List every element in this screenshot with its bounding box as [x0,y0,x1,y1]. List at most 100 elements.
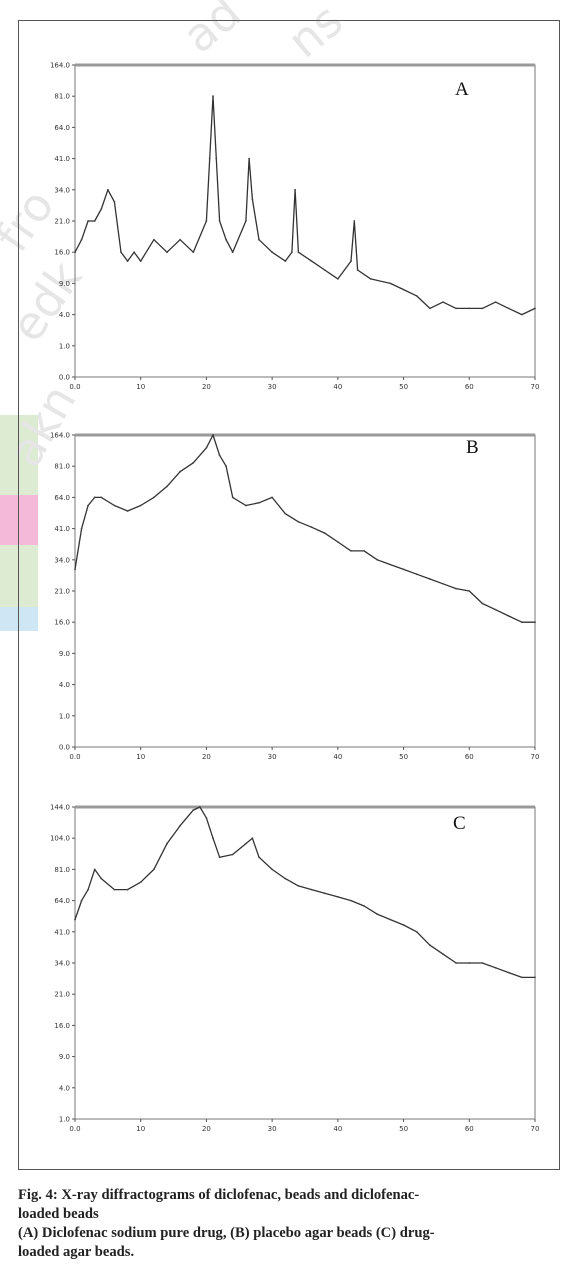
y-tick-label: 9.0 [59,650,70,658]
data-point [284,877,287,880]
caption-line-2: loaded beads [18,1206,99,1222]
data-point [258,856,260,859]
data-point [225,465,228,468]
y-tick-label: 1.0 [59,1116,70,1124]
data-point [353,220,356,222]
data-point [139,881,142,884]
data-point [507,307,510,310]
data-point [133,251,135,254]
x-tick-label: 20 [202,1125,211,1133]
data-point [323,892,326,895]
caption-line-1: Fig. 4: X-ray diffractograms of diclofen… [18,1187,420,1203]
data-point [310,888,313,891]
data-point [415,295,418,297]
data-point [120,251,122,254]
data-point [389,563,392,566]
data-point [363,905,365,907]
data-point [139,504,142,507]
data-point [337,278,339,280]
data-point [205,817,208,819]
data-point [468,962,471,964]
panel-label: A [455,79,469,100]
y-tick-label: 41.0 [54,525,70,533]
data-point [251,837,254,840]
data-point [310,260,313,262]
data-point [218,856,221,859]
y-tick-label: 81.0 [54,93,70,101]
data-point [455,587,457,590]
panel-a: 0.0 1.0 4.0 9.0 16.0 21.0 34.0 41.0 64.0 81.0 164.… [19,51,561,411]
x-tick-label: 0.0 [69,383,80,391]
data-point [80,527,83,530]
x-tick-label: 70 [531,753,540,761]
panel-label: C [453,813,466,834]
y-tick-label: 0.0 [59,374,70,382]
y-tick-label: 34.0 [54,186,70,194]
data-point [376,558,379,561]
y-tick-label: 64.0 [54,494,70,502]
diffractogram-b: 0.0 1.0 4.0 9.0 16.0 21.0 34.0 41.0 64.0 81.0 164.… [50,432,540,762]
data-point [245,220,247,222]
y-tick-label: 64.0 [54,897,70,905]
caption-line-3: (A) Diclofenac sodium pure drug, (B) pla… [18,1225,435,1241]
data-point [369,278,372,280]
data-point [93,496,96,499]
data-point [212,837,214,840]
diffraction-trace [74,806,535,979]
data-point [87,220,89,222]
data-point [245,504,247,507]
x-tick-label: 30 [268,753,277,761]
y-tick-label: 16.0 [54,619,70,627]
data-point [507,615,510,617]
data-point [402,288,405,291]
data-point [113,888,116,891]
data-point [93,868,96,871]
data-point [294,188,296,191]
data-point [389,918,392,921]
data-point [337,541,339,543]
y-tick-label: 1.0 [59,342,70,350]
y-tick-label: 0.0 [59,744,70,752]
data-point [507,971,510,974]
data-point [271,868,273,871]
data-point [271,496,273,499]
data-point [481,962,484,964]
data-point [389,282,392,285]
data-point [166,842,168,845]
data-point [218,220,221,222]
data-point [126,260,129,262]
data-point [271,251,273,254]
data-point [205,220,208,222]
color-band-pink [0,495,38,545]
data-point [87,888,89,891]
y-tick-label: 164.0 [50,62,70,70]
data-point [534,976,536,979]
data-point [153,868,155,871]
data-point [80,238,83,241]
data-point [402,568,405,571]
data-point [455,962,457,964]
data-point [231,496,234,499]
y-tick-label: 16.0 [54,1022,70,1030]
data-point [80,899,83,902]
data-point [350,260,352,262]
data-point [153,238,155,241]
data-point [521,976,523,979]
y-tick-label: 9.0 [59,1053,70,1061]
data-point [74,251,76,254]
data-point [442,301,444,303]
data-point [415,573,418,576]
data-point [192,461,195,464]
data-point [100,877,103,880]
data-point [192,809,195,811]
data-point [231,853,234,856]
data-point [179,238,182,241]
data-point [468,590,471,592]
y-tick-label: 9.0 [59,280,70,288]
y-tick-label: 4.0 [59,311,70,319]
diffractogram-a: 0.0 1.0 4.0 9.0 16.0 21.0 34.0 41.0 64.0 81.0 164.… [50,62,540,392]
y-tick-label: 4.0 [59,681,70,689]
data-point [126,888,129,891]
x-tick-label: 40 [333,383,342,391]
data-point [113,504,116,507]
